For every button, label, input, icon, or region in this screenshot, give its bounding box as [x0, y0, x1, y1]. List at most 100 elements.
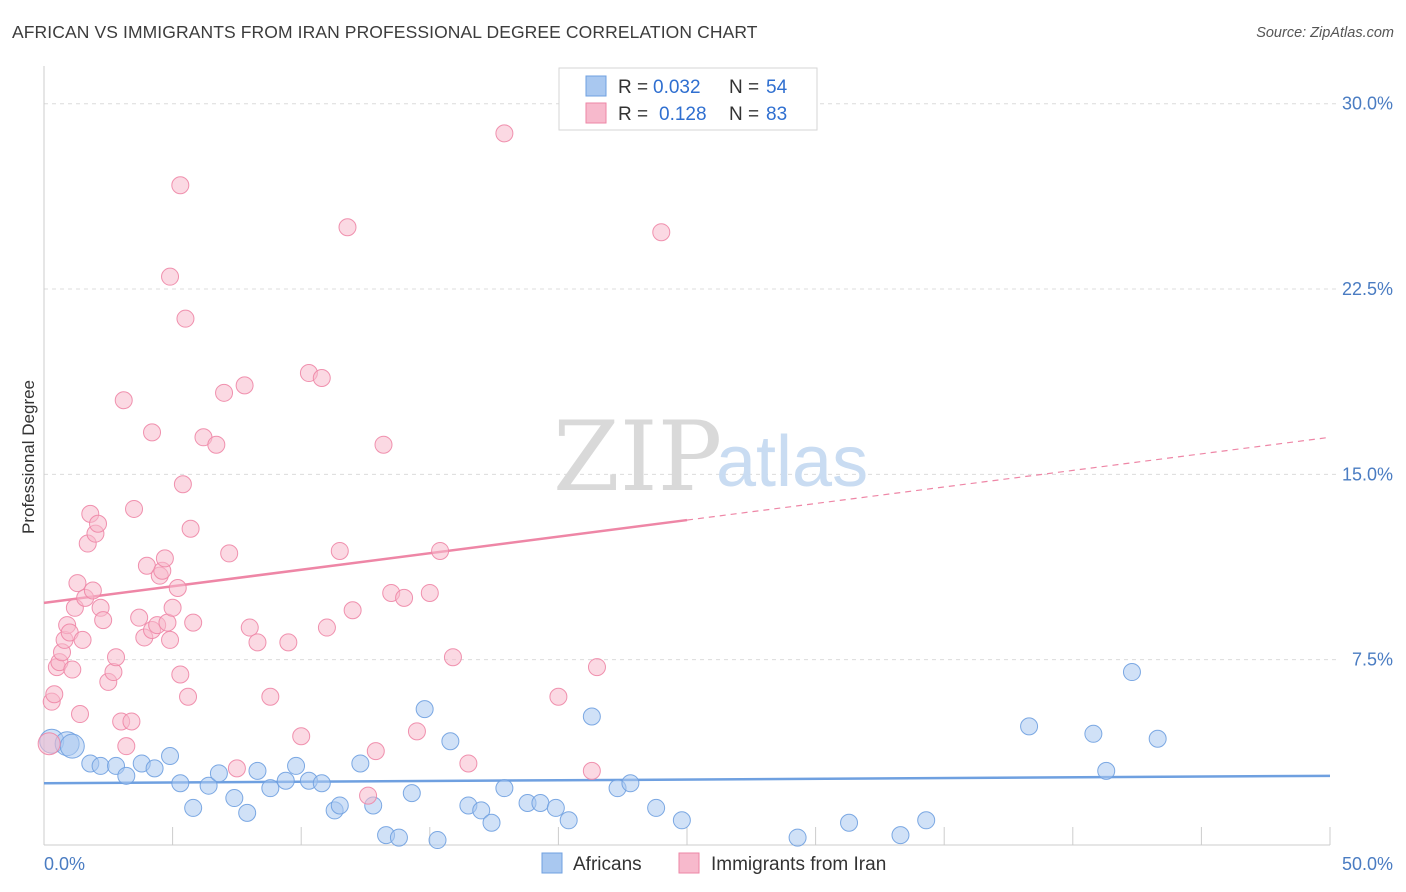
- point-africans: [1097, 761, 1116, 780]
- point-africans: [788, 828, 807, 847]
- point-iran: [495, 124, 514, 143]
- chart-title: AFRICAN VS IMMIGRANTS FROM IRAN PROFESSI…: [12, 22, 758, 42]
- point-iran: [343, 601, 362, 620]
- point-africans: [1020, 717, 1039, 736]
- point-iran: [171, 176, 190, 195]
- point-iran: [215, 383, 234, 402]
- point-iran: [395, 588, 414, 607]
- legend-r-label-iran: R =: [618, 104, 648, 125]
- point-iran: [114, 391, 133, 410]
- point-africans: [389, 828, 408, 847]
- point-africans: [171, 774, 190, 793]
- point-africans: [546, 798, 565, 817]
- point-africans: [91, 756, 110, 775]
- bottom-legend-swatch-africans: [541, 852, 563, 874]
- point-africans: [621, 774, 640, 793]
- point-africans: [472, 801, 491, 820]
- y-axis-title: Professional Degree: [19, 380, 38, 534]
- legend: R = 0.032 N = 54 R = 0.128 N = 83: [558, 67, 818, 131]
- y-tick-label: 15.0%: [1342, 464, 1393, 484]
- axes: [43, 66, 1331, 846]
- point-iran: [312, 368, 331, 387]
- point-iran: [130, 608, 149, 627]
- point-africans: [225, 789, 244, 808]
- point-africans: [531, 793, 550, 812]
- point-iran: [122, 712, 141, 731]
- data-points: [37, 124, 1167, 850]
- point-iran: [248, 633, 267, 652]
- point-iran: [125, 499, 144, 518]
- point-iran: [83, 581, 102, 600]
- legend-r-label-africans: R =: [618, 77, 648, 98]
- point-africans: [312, 774, 331, 793]
- point-africans: [482, 813, 501, 832]
- point-iran: [161, 267, 180, 286]
- point-africans: [495, 779, 514, 798]
- point-iran: [181, 519, 200, 538]
- point-iran: [330, 541, 349, 560]
- point-africans: [351, 754, 370, 773]
- point-iran: [420, 583, 439, 602]
- point-iran: [374, 435, 393, 454]
- point-africans: [428, 831, 447, 850]
- point-africans: [1148, 729, 1167, 748]
- watermark: ZIP atlas: [553, 401, 868, 513]
- point-iran: [317, 618, 336, 637]
- point-iran: [155, 549, 174, 568]
- trend-line-extension: [686, 436, 1331, 521]
- point-iran: [652, 223, 671, 242]
- point-iran: [94, 611, 113, 630]
- point-iran: [582, 761, 601, 780]
- point-africans: [276, 771, 295, 790]
- y-tick-labels: 7.5% 15.0% 22.5% 30.0%: [1342, 94, 1393, 670]
- bottom-legend-iran: Immigrants from Iran: [711, 854, 886, 875]
- point-iran: [168, 579, 187, 598]
- y-tick-label: 7.5%: [1352, 650, 1393, 670]
- point-africans: [330, 796, 349, 815]
- trend-line: [43, 774, 1331, 785]
- point-iran: [73, 630, 92, 649]
- point-iran: [171, 665, 190, 684]
- point-iran: [279, 633, 298, 652]
- point-iran: [407, 722, 426, 741]
- point-africans: [1084, 724, 1103, 743]
- point-iran: [431, 541, 450, 560]
- point-iran: [338, 218, 357, 237]
- point-iran: [443, 648, 462, 667]
- point-africans: [248, 761, 267, 780]
- x-tick-label: 0.0%: [44, 854, 85, 874]
- point-africans: [209, 764, 228, 783]
- point-africans: [559, 811, 578, 830]
- point-africans: [184, 798, 203, 817]
- y-tick-label: 30.0%: [1342, 94, 1393, 114]
- point-africans: [161, 747, 180, 766]
- watermark-zip: ZIP: [553, 401, 722, 513]
- point-africans: [238, 803, 257, 822]
- legend-n-label-africans: N =: [729, 77, 759, 98]
- watermark-atlas: atlas: [716, 422, 868, 502]
- point-iran: [45, 685, 64, 704]
- point-africans: [117, 766, 136, 785]
- legend-n-value-africans: 54: [766, 77, 788, 98]
- point-iran: [176, 309, 195, 328]
- point-iran: [107, 648, 126, 667]
- point-africans: [145, 759, 164, 778]
- point-africans: [1122, 663, 1141, 682]
- point-iran: [163, 598, 182, 617]
- point-iran: [71, 705, 90, 724]
- point-iran: [587, 658, 606, 677]
- point-iran: [89, 514, 108, 533]
- point-iran: [68, 574, 87, 593]
- point-iran: [173, 475, 192, 494]
- legend-swatch-iran: [585, 102, 607, 124]
- legend-swatch-africans: [585, 75, 607, 97]
- legend-r-value-iran: 0.128: [659, 104, 707, 125]
- bottom-legend-swatch-iran: [678, 852, 700, 874]
- point-iran: [366, 742, 385, 761]
- point-iran: [261, 687, 280, 706]
- point-iran: [184, 613, 203, 632]
- point-iran: [359, 786, 378, 805]
- point-iran: [63, 660, 82, 679]
- point-iran: [220, 544, 239, 563]
